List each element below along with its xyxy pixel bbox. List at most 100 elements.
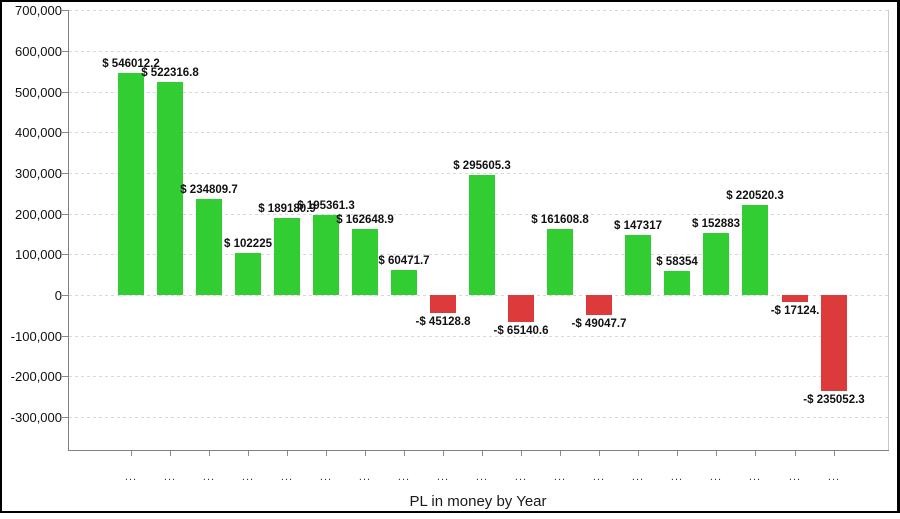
window-border-left <box>0 0 2 513</box>
bar-negative <box>586 295 612 315</box>
bar-value-label: $ 195361.3 <box>297 200 355 212</box>
gridline <box>69 417 888 418</box>
y-tick <box>62 10 68 11</box>
x-tick-label: ... <box>280 471 294 483</box>
bar-positive <box>547 229 573 295</box>
y-tick-label: 600,000 <box>15 44 62 59</box>
y-tick-label: -100,000 <box>10 329 62 344</box>
y-tick <box>62 254 68 255</box>
x-tick <box>795 451 796 456</box>
x-tick <box>170 451 171 456</box>
bar-positive <box>391 270 417 295</box>
bar-value-label: $ 102225 <box>224 238 272 250</box>
x-tick <box>716 451 717 456</box>
bar-value-label: -$ 45128.8 <box>415 316 471 328</box>
y-tick <box>62 336 68 337</box>
window-border-right <box>897 0 900 513</box>
x-tick-label: ... <box>514 471 528 483</box>
x-tick-label: ... <box>397 471 411 483</box>
y-tick-label: -200,000 <box>10 369 62 384</box>
window-border-top <box>0 0 900 2</box>
bar-negative <box>508 295 534 322</box>
bar-value-label: -$ 65140.6 <box>493 325 549 337</box>
x-tick <box>248 451 249 456</box>
x-tick-label: ... <box>709 471 723 483</box>
x-tick <box>404 451 405 456</box>
y-tick <box>62 173 68 174</box>
bar-value-label: $ 220520.3 <box>726 190 784 202</box>
bar-value-label: $ 234809.7 <box>180 184 238 196</box>
gridline <box>69 51 888 52</box>
bar-positive <box>742 205 768 295</box>
x-tick-label: ... <box>475 471 489 483</box>
y-tick <box>62 376 68 377</box>
y-tick-label: 100,000 <box>15 247 62 262</box>
gridline <box>69 10 888 11</box>
x-tick-label: ... <box>827 471 841 483</box>
y-tick-label: 700,000 <box>15 3 62 18</box>
bar-positive <box>274 218 300 295</box>
x-tick <box>755 451 756 456</box>
x-tick <box>131 451 132 456</box>
bar-value-label: -$ 17124. <box>770 305 820 317</box>
bar-value-label: $ 522316.8 <box>141 67 199 79</box>
y-tick <box>62 295 68 296</box>
bar-value-label: $ 58354 <box>656 256 698 268</box>
x-tick-label: ... <box>592 471 606 483</box>
y-tick-label: -300,000 <box>10 410 62 425</box>
y-tick <box>62 51 68 52</box>
gridline <box>69 92 888 93</box>
y-tick <box>62 132 68 133</box>
x-axis-line <box>68 450 889 451</box>
x-tick-label: ... <box>358 471 372 483</box>
gridline <box>69 173 888 174</box>
y-tick-label: 300,000 <box>15 166 62 181</box>
y-tick <box>62 92 68 93</box>
bar-positive <box>352 229 378 295</box>
x-tick-label: ... <box>788 471 802 483</box>
bar-positive <box>469 175 495 295</box>
x-tick <box>209 451 210 456</box>
bar-negative <box>821 295 847 391</box>
y-tick <box>62 417 68 418</box>
y-axis-line <box>68 10 69 450</box>
x-tick-label: ... <box>319 471 333 483</box>
bar-value-label: $ 60471.7 <box>378 255 430 267</box>
x-tick <box>326 451 327 456</box>
x-tick <box>365 451 366 456</box>
x-tick-label: ... <box>124 471 138 483</box>
x-tick <box>638 451 639 456</box>
x-tick-label: ... <box>241 471 255 483</box>
x-tick <box>443 451 444 456</box>
y-tick-label: 400,000 <box>15 125 62 140</box>
gridline <box>69 336 888 337</box>
y-tick-label: 0 <box>54 288 62 303</box>
bar-positive <box>664 271 690 295</box>
x-tick-label: ... <box>202 471 216 483</box>
bar-value-label: -$ 49047.7 <box>571 318 627 330</box>
bar-value-label: $ 189180.9 <box>258 203 316 215</box>
bar-positive <box>157 82 183 295</box>
x-tick <box>677 451 678 456</box>
x-tick-label: ... <box>163 471 177 483</box>
x-tick <box>287 451 288 456</box>
x-tick <box>521 451 522 456</box>
x-tick-label: ... <box>436 471 450 483</box>
x-tick <box>834 451 835 456</box>
bar-value-label: $ 162648.9 <box>336 214 394 226</box>
bar-value-label: $ 295605.3 <box>453 160 511 172</box>
gridline <box>69 295 888 296</box>
bar-value-label: $ 546012.2 <box>102 58 160 70</box>
x-tick-label: ... <box>748 471 762 483</box>
bar-positive <box>625 235 651 295</box>
bar-negative <box>430 295 456 313</box>
gridline <box>69 376 888 377</box>
chart-title: PL in money by Year <box>409 493 547 510</box>
window-border-bottom <box>0 511 900 513</box>
bar-positive <box>196 199 222 295</box>
y-tick-label: 500,000 <box>15 85 62 100</box>
bar-positive <box>235 253 261 295</box>
bar-positive <box>313 215 339 295</box>
